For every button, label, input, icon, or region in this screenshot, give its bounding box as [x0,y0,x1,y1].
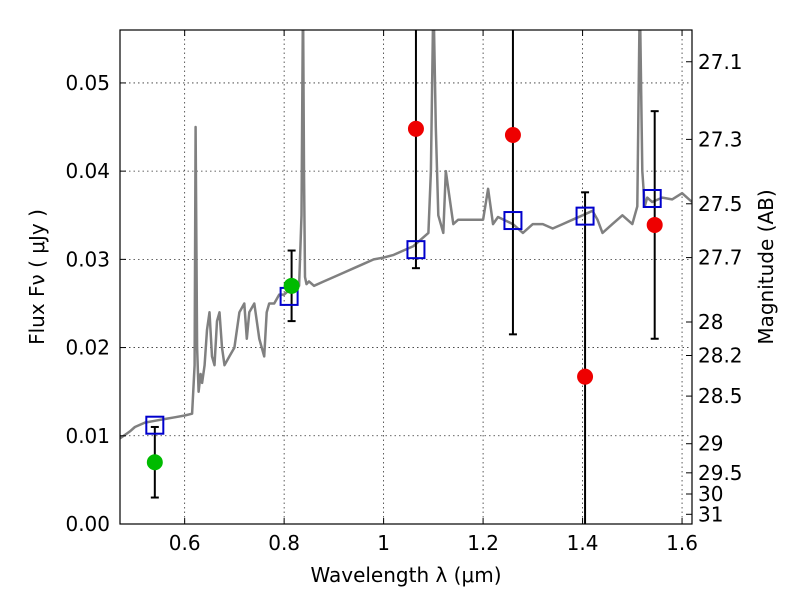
magnitude-tick-label: 28 [698,310,723,334]
y-tick-label: 0.02 [65,336,110,360]
observed-flux-point [146,454,163,471]
observed-flux-point [504,126,521,143]
magnitude-tick-label: 28.5 [698,384,743,408]
observed-flux-point [646,216,663,233]
x-tick-label: 0.6 [169,531,201,555]
gridlines [120,30,692,524]
y-axis-ticks: 0.00 0.01 0.02 0.03 0.04 0.05 [65,71,126,536]
x-tick-label: 1.6 [666,531,698,555]
magnitude-tick-label: 30 [698,482,723,506]
y-tick-label: 0.01 [65,424,110,448]
observed-flux-point [407,120,424,137]
y-tick-label: 0.04 [65,159,110,183]
model-spectrum-layer [120,30,692,440]
model-flux-square [503,211,523,231]
plot-frame [119,29,693,525]
observed-flux-point [577,368,594,385]
x-tick-label: 1 [377,531,390,555]
y-tick-label: 0.05 [65,71,110,95]
y-tick-label: 0.03 [65,247,110,271]
x-tick-label: 1.4 [567,531,599,555]
model-flux-square [406,240,426,260]
magnitude-tick-label: 27.5 [698,192,743,216]
magnitude-tick-label: 29.5 [698,461,743,485]
right-axis-label: Magnitude (AB) [754,189,778,344]
model-spectrum-line [120,30,692,440]
x-axis-ticks: 0.6 0.8 1 1.2 1.4 1.6 [169,30,698,555]
markers-layer [145,120,663,471]
magnitude-tick-label: 27.1 [698,50,743,74]
magnitude-tick-label: 28.2 [698,344,743,368]
y-axis-label: Flux Fν ( μJy ) [25,209,49,345]
x-tick-label: 1.2 [467,531,499,555]
x-axis-label: Wavelength λ (μm) [310,563,501,587]
x-tick-label: 0.8 [268,531,300,555]
y-tick-label: 0.00 [65,512,110,536]
magnitude-tick-label: 27.7 [698,246,743,270]
magnitude-tick-label: 31 [698,502,723,526]
magnitude-tick-label: 29 [698,432,723,456]
magnitude-tick-label: 27.3 [698,127,743,151]
model-flux-square [642,188,662,208]
model-flux-square [575,206,595,226]
observed-flux-point [283,277,300,294]
model-flux-square [145,415,165,435]
